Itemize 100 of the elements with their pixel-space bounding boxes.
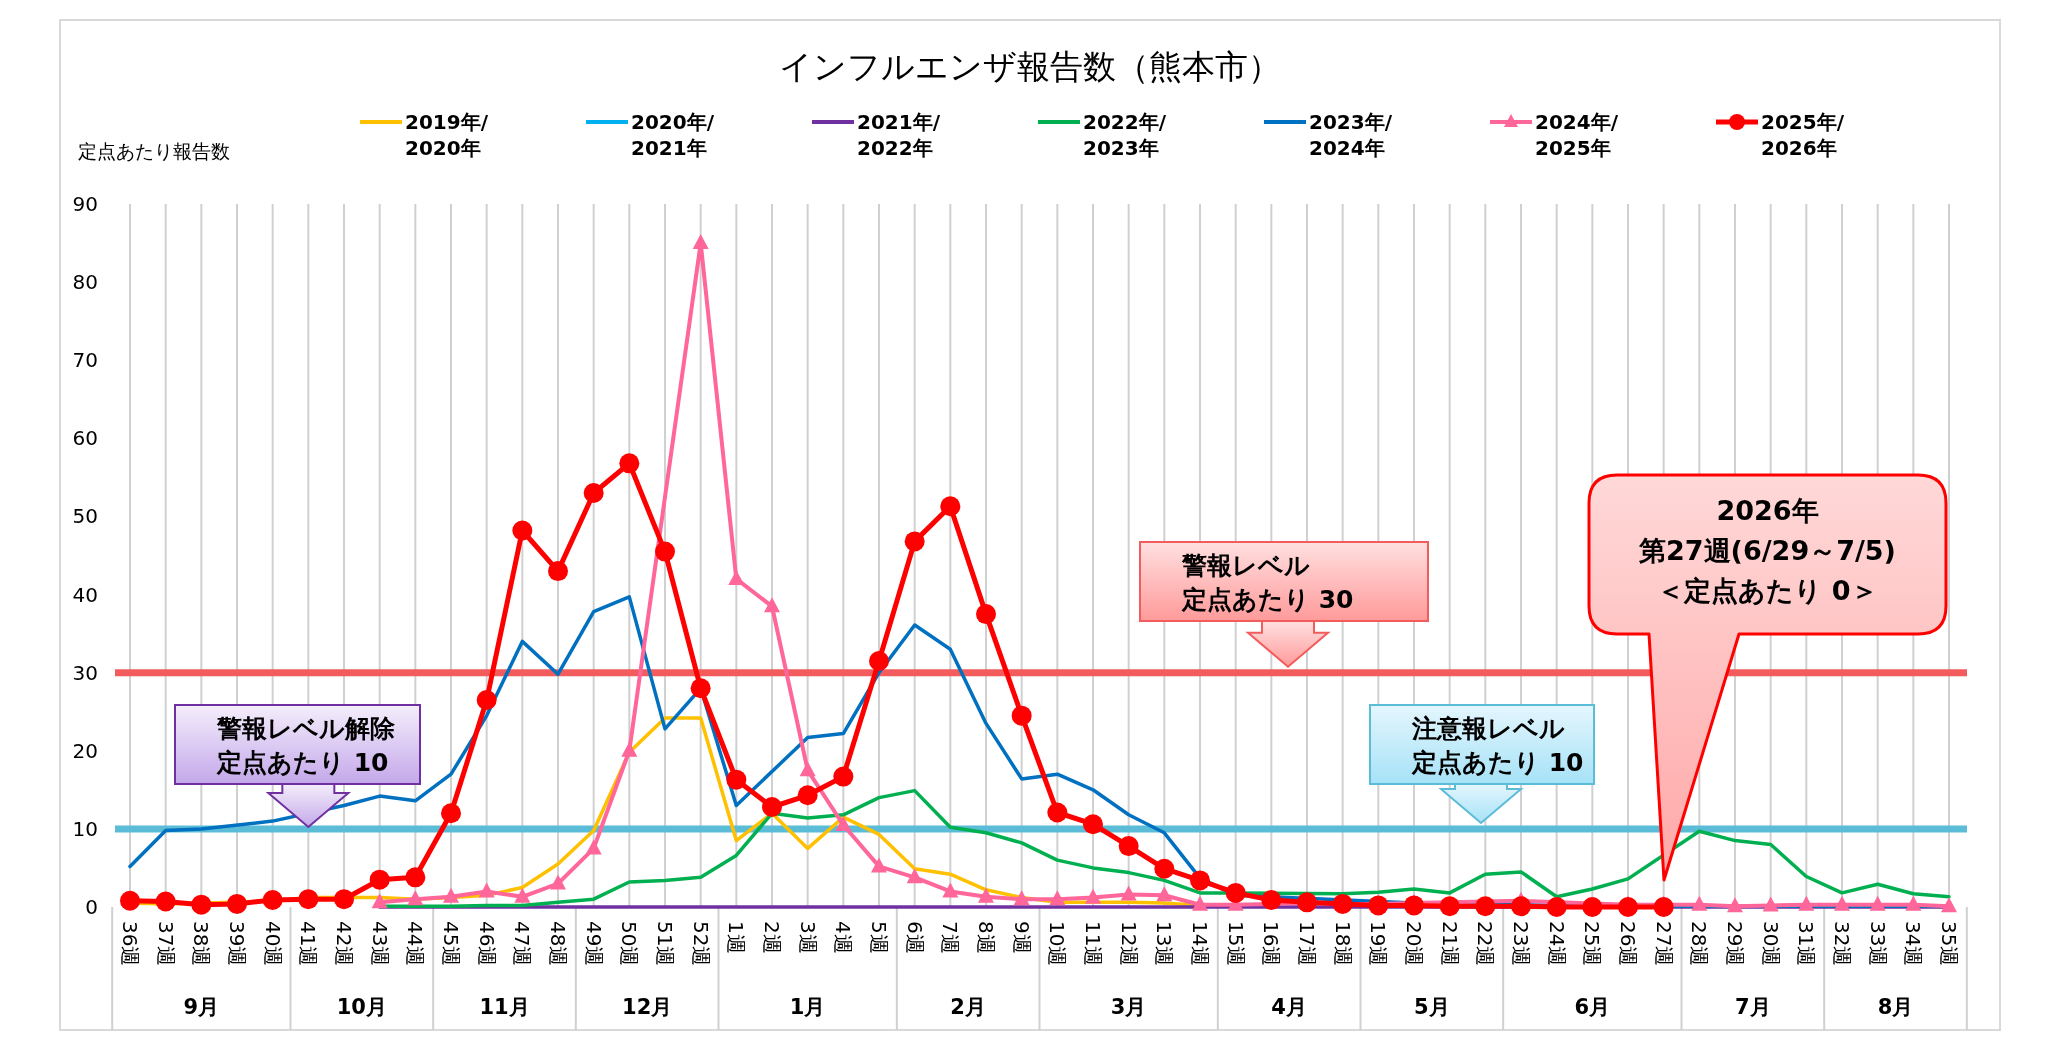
point	[1085, 888, 1101, 904]
point	[1192, 895, 1208, 911]
point	[1049, 890, 1066, 906]
text: 10月	[336, 995, 387, 1019]
point	[764, 597, 780, 613]
point	[728, 569, 745, 585]
x-tick-label: 51週	[653, 921, 677, 967]
x-tick-label: 7週	[938, 921, 963, 954]
x-tick-label: 34週	[1901, 921, 1926, 967]
x-tick-label: 47週	[510, 921, 535, 967]
text: 9月	[183, 995, 220, 1019]
point	[548, 561, 568, 582]
x-tick-label: 20週	[1402, 921, 1426, 967]
y-tick-label: 50	[72, 504, 98, 529]
x-tick-label: 13週	[1152, 921, 1177, 967]
ref-line-label: 警報レベル定点あたり 30	[1181, 551, 1354, 614]
callout: 2026年第27週(6/29～7/5)＜定点あたり 0＞	[1587, 473, 1948, 882]
x-tick-label: 9週	[1009, 921, 1034, 954]
point	[1011, 705, 1032, 726]
point	[1083, 814, 1103, 835]
text: 4月	[1271, 995, 1307, 1019]
point	[619, 453, 640, 474]
point	[262, 889, 283, 910]
x-tick-label: 33週	[1865, 921, 1890, 967]
point	[1618, 897, 1638, 917]
point	[1546, 897, 1567, 917]
y-axis-title: 定点あたり報告数	[78, 140, 230, 162]
x-tick-label: 27週	[1651, 921, 1676, 967]
x-tick-label: 14週	[1188, 921, 1212, 967]
point	[942, 882, 959, 898]
legend-label: 2024年/2025年	[1535, 110, 1619, 160]
x-tick-label: 3週	[795, 921, 820, 954]
x-tick-label: 24週	[1544, 921, 1569, 967]
x-tick-label: 28週	[1687, 921, 1712, 967]
x-tick-label: 22週	[1473, 921, 1498, 967]
point	[690, 678, 711, 699]
x-tick-label: 16週	[1259, 921, 1284, 967]
point	[476, 690, 497, 711]
text: 2月	[950, 995, 986, 1019]
x-tick-label: 35週	[1937, 921, 1961, 967]
x-tick-label: 2週	[760, 921, 784, 954]
point	[833, 766, 854, 787]
legend-label: 2020年/2021年	[631, 110, 715, 160]
point	[1047, 802, 1068, 823]
point	[1475, 896, 1496, 917]
x-tick-label: 43週	[367, 921, 392, 967]
point	[155, 891, 176, 912]
callout: 警報レベル解除定点あたり 10	[174, 704, 421, 829]
point	[1905, 895, 1922, 911]
text: 6月	[1574, 995, 1611, 1019]
point	[726, 769, 747, 790]
text: 8月	[1877, 995, 1914, 1019]
x-tick-label: 37週	[153, 921, 178, 967]
x-tick-label: 42週	[332, 921, 356, 967]
point	[1225, 882, 1246, 903]
x-tick-label: 6週	[902, 921, 927, 954]
point	[550, 874, 566, 890]
legend-label: 2022年/2023年	[1083, 110, 1167, 160]
callout: 警報レベル定点あたり 30	[1139, 541, 1429, 668]
text: 5月	[1414, 995, 1450, 1019]
point	[478, 882, 495, 898]
x-tick-label: 46週	[474, 921, 499, 967]
y-tick-label: 40	[72, 582, 98, 607]
point	[371, 893, 388, 909]
x-tick-label: 44週	[403, 921, 428, 967]
y-tick-label: 90	[72, 192, 98, 216]
point	[1156, 886, 1173, 902]
annotation: 警報レベル解除定点あたり 10	[216, 714, 396, 777]
point	[978, 887, 994, 903]
text: 7月	[1735, 995, 1771, 1019]
point	[762, 797, 782, 818]
ref-line-label: 注意報レベル定点あたり 10	[1411, 714, 1584, 777]
point	[583, 483, 604, 504]
point	[621, 741, 638, 757]
point	[835, 815, 852, 831]
x-tick-label: 1週	[724, 921, 749, 954]
point	[1762, 896, 1779, 912]
x-tick-label: 31週	[1794, 921, 1819, 967]
point	[1798, 895, 1815, 911]
point	[904, 531, 925, 552]
point	[1439, 896, 1460, 917]
point	[799, 761, 816, 777]
chart-title: インフルエンザ報告数（熊本市）	[779, 47, 1281, 86]
y-tick-label: 20	[72, 738, 98, 763]
x-tick-label: 41週	[296, 921, 321, 967]
point	[405, 867, 426, 888]
x-tick-label: 29週	[1723, 921, 1747, 967]
x-tick-label: 17週	[1295, 921, 1319, 967]
point	[227, 893, 247, 914]
legend-label: 2021年/2022年	[857, 110, 941, 160]
point	[1190, 870, 1210, 891]
x-tick-label: 18週	[1330, 921, 1355, 967]
text: 3月	[1110, 995, 1147, 1019]
x-tick-label: 23週	[1509, 921, 1533, 967]
point	[120, 890, 140, 911]
point	[512, 520, 533, 541]
point	[334, 889, 354, 910]
x-tick-label: 38週	[189, 921, 214, 967]
point	[692, 234, 709, 250]
point	[443, 887, 459, 903]
